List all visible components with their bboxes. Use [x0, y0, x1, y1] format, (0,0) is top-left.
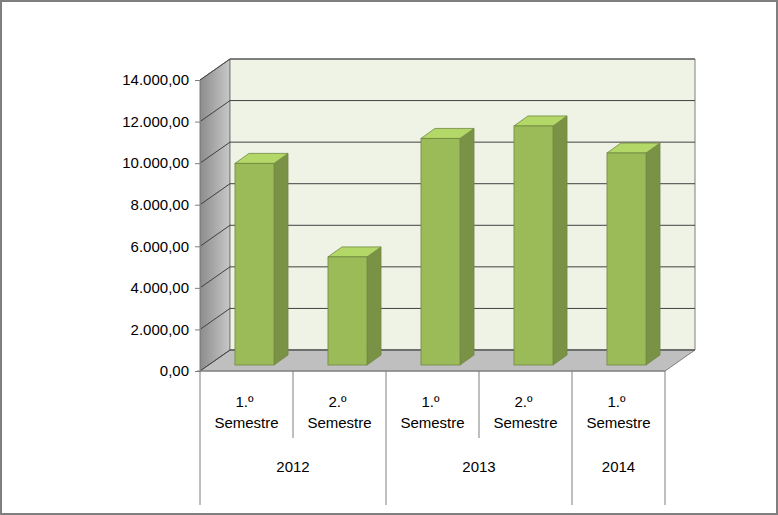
x-separator	[572, 371, 573, 505]
bar	[235, 153, 288, 365]
y-tick: 10.000,00	[122, 154, 200, 171]
bar-top	[421, 128, 474, 138]
bar-top	[514, 116, 567, 126]
bar-top	[235, 153, 288, 163]
x-separator	[479, 371, 480, 438]
y-tick-mark	[195, 80, 200, 81]
bar	[607, 143, 660, 365]
x-axis-line	[197, 371, 665, 372]
y-tick: 12.000,00	[122, 113, 200, 130]
x-separator	[200, 371, 201, 505]
grid-line-side	[200, 101, 230, 122]
bar-front	[514, 126, 553, 365]
x-tick-label: 1.º Semestre	[400, 393, 464, 431]
y-tick-label: 10.000,00	[122, 154, 189, 171]
x-separator	[665, 371, 666, 505]
bar-front	[328, 257, 367, 365]
bar	[514, 116, 567, 365]
grid-line	[230, 100, 695, 101]
y-tick-mark	[195, 163, 200, 164]
y-axis-line	[195, 81, 201, 372]
x-separator	[293, 371, 294, 438]
grid-line	[230, 59, 695, 60]
x-axis: 1.º Semestre 2.º Semestre 1.º Semestre 2.º …	[197, 371, 665, 505]
bar	[421, 128, 474, 365]
x-tick-label: 1.º Semestre	[214, 393, 278, 431]
y-tick: 0,00	[160, 362, 200, 379]
bar-top	[328, 247, 381, 257]
y-tick: 6.000,00	[131, 238, 200, 255]
chart: 0,00 2.000,00 4.000,00 6.000,00 8.000,00 10.0…	[0, 0, 778, 515]
y-tick-label: 12.000,00	[122, 113, 189, 130]
y-axis: 0,00 2.000,00 4.000,00 6.000,00 8.000,00 10.0…	[122, 71, 200, 379]
bar-front	[421, 138, 460, 365]
x-tick-label: 1.º Semestre	[586, 393, 650, 431]
y-tick: 2.000,00	[131, 321, 200, 338]
x-tick-label: 2.º Semestre	[493, 393, 557, 431]
y-tick-mark	[195, 329, 200, 330]
bar-side	[274, 153, 288, 365]
y-tick: 8.000,00	[131, 196, 200, 213]
bar-side	[646, 143, 660, 365]
y-tick-label: 0,00	[160, 362, 189, 379]
y-tick: 14.000,00	[122, 71, 200, 88]
grid	[200, 59, 695, 371]
grid-line-side	[200, 267, 230, 288]
y-tick-label: 8.000,00	[131, 196, 189, 213]
x-tick-label: 2.º Semestre	[307, 393, 371, 431]
bar-side	[367, 247, 381, 365]
y-tick-label: 6.000,00	[131, 238, 189, 255]
x-group-label: 2014	[602, 458, 635, 475]
x-separator	[386, 371, 387, 505]
y-tick-mark	[195, 122, 200, 123]
x-group-label: 2013	[462, 458, 495, 475]
y-tick-mark	[195, 246, 200, 247]
bar-side	[460, 128, 474, 365]
bar	[328, 247, 381, 365]
grid-line-side	[200, 308, 230, 329]
bars	[235, 116, 660, 365]
x-group-label: 2012	[276, 458, 309, 475]
chart-frame	[1, 1, 777, 514]
grid-line-side	[200, 59, 230, 80]
side-wall	[200, 59, 230, 371]
grid-line-side	[200, 184, 230, 205]
y-tick: 4.000,00	[131, 279, 200, 296]
grid-line-side	[200, 350, 230, 371]
bar-front	[607, 153, 646, 365]
y-tick-label: 4.000,00	[131, 279, 189, 296]
y-tick-label: 14.000,00	[122, 71, 189, 88]
bar-top	[607, 143, 660, 153]
grid-line-side	[200, 142, 230, 163]
y-tick-mark	[195, 288, 200, 289]
bar-side	[553, 116, 567, 365]
grid-line-side	[200, 225, 230, 246]
y-tick-label: 2.000,00	[131, 321, 189, 338]
y-tick-mark	[195, 205, 200, 206]
bar-front	[235, 163, 274, 365]
